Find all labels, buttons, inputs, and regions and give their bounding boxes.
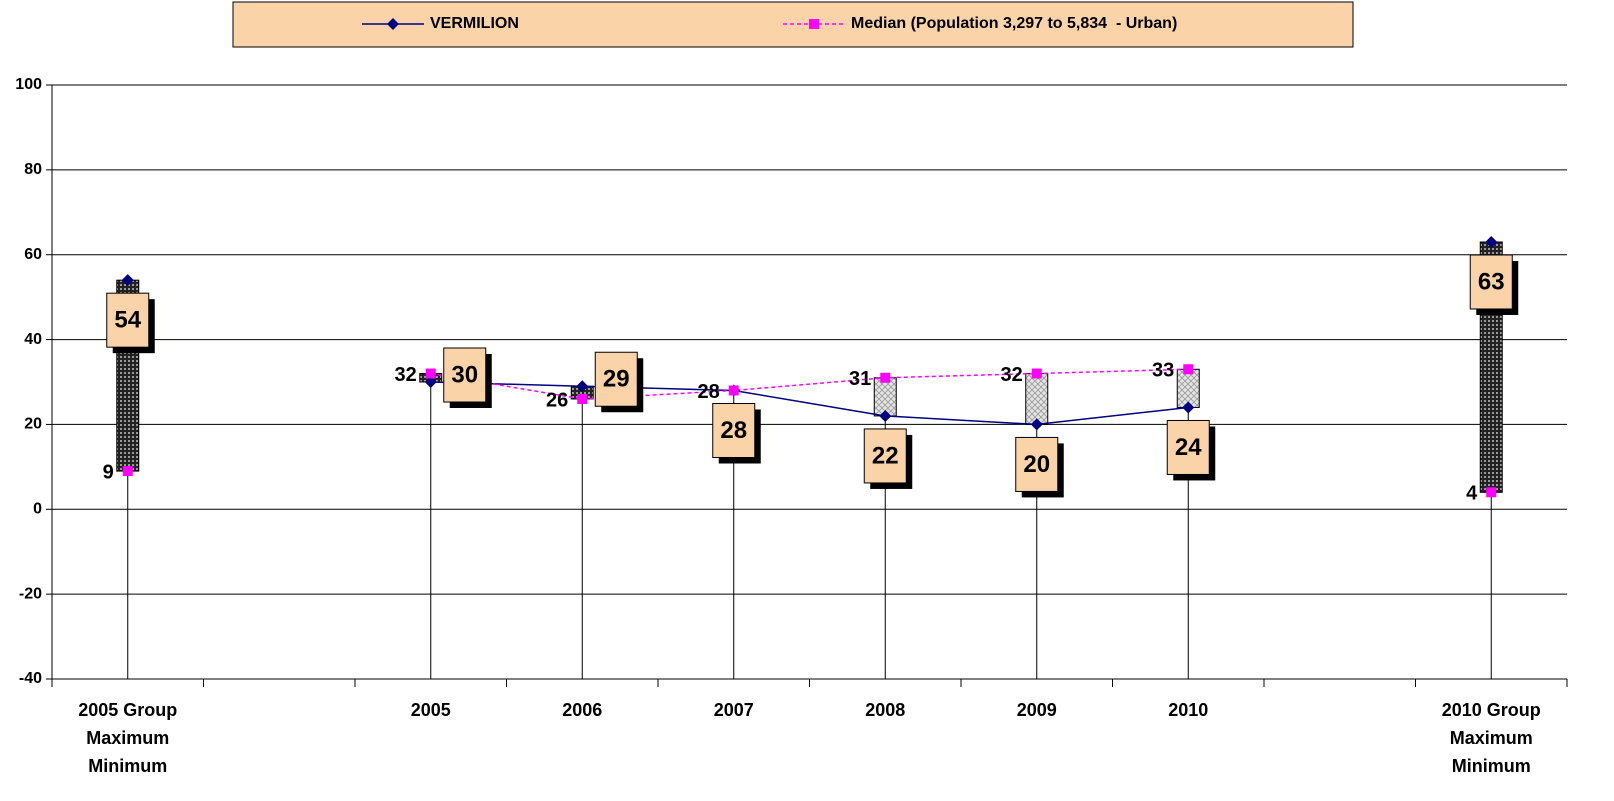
data-label: 54 xyxy=(114,307,141,334)
marker xyxy=(576,380,589,393)
y-tick-label: 60 xyxy=(24,246,42,263)
label-box xyxy=(1469,254,1513,310)
data-label: 33 xyxy=(1152,360,1174,382)
label-box xyxy=(712,402,756,458)
x-tick-label: 2010 Group Maximum Minimum xyxy=(1441,700,1541,776)
data-label: 30 xyxy=(451,361,478,388)
data-label: 63 xyxy=(1478,268,1505,295)
label-box xyxy=(443,347,487,403)
marker xyxy=(1183,364,1194,375)
data-label: 24 xyxy=(1175,434,1202,461)
marker xyxy=(122,466,133,477)
marker xyxy=(1031,368,1042,379)
data-label: 31 xyxy=(849,368,871,390)
data-label: 29 xyxy=(603,366,630,393)
label-box xyxy=(1166,419,1210,475)
marker xyxy=(424,376,437,388)
label-box xyxy=(863,428,907,484)
marker xyxy=(1182,401,1195,414)
x-tick-label: 2008 xyxy=(865,700,906,720)
marker xyxy=(879,409,892,422)
x-tick-label: 2007 xyxy=(713,700,754,720)
legend-label: VERMILION xyxy=(430,15,519,32)
data-label: 22 xyxy=(872,442,899,469)
y-tick-label: 40 xyxy=(24,331,42,348)
x-tick-label: 2010 xyxy=(1168,700,1209,720)
marker xyxy=(577,393,588,404)
data-label: 20 xyxy=(1023,451,1050,478)
data-label: 32 xyxy=(1001,364,1023,386)
legend-label: Median (Population 3,297 to 5,834 - Urba… xyxy=(851,15,1177,32)
x-tick-label: 2005 xyxy=(410,700,451,720)
data-label: 28 xyxy=(698,381,720,403)
high-low-bar xyxy=(1025,373,1049,425)
marker xyxy=(1485,235,1498,248)
legend-marker xyxy=(387,18,399,30)
y-tick-label: 0 xyxy=(33,501,42,518)
marker xyxy=(425,368,436,379)
marker xyxy=(121,274,134,287)
y-tick-label: -40 xyxy=(19,670,42,687)
data-label: 9 xyxy=(103,461,114,483)
data-label: 4 xyxy=(1466,483,1478,505)
label-box xyxy=(1015,436,1059,492)
label-box xyxy=(106,292,150,348)
y-tick-label: 80 xyxy=(24,161,42,178)
data-label: 28 xyxy=(720,417,747,444)
x-tick-label: 2005 Group Maximum Minimum xyxy=(78,700,178,776)
y-tick-label: 20 xyxy=(24,416,42,433)
y-tick-label: -20 xyxy=(19,585,42,602)
marker xyxy=(1486,487,1497,498)
x-tick-label: 2009 xyxy=(1016,700,1057,720)
y-tick-label: 100 xyxy=(15,76,42,93)
data-label: 26 xyxy=(546,389,568,411)
marker xyxy=(728,385,739,396)
x-tick-label: 2006 xyxy=(562,700,603,720)
data-label: 32 xyxy=(395,364,417,386)
marker xyxy=(880,372,891,383)
legend-marker xyxy=(809,19,819,29)
marker xyxy=(1030,418,1043,431)
label-box xyxy=(594,351,638,407)
